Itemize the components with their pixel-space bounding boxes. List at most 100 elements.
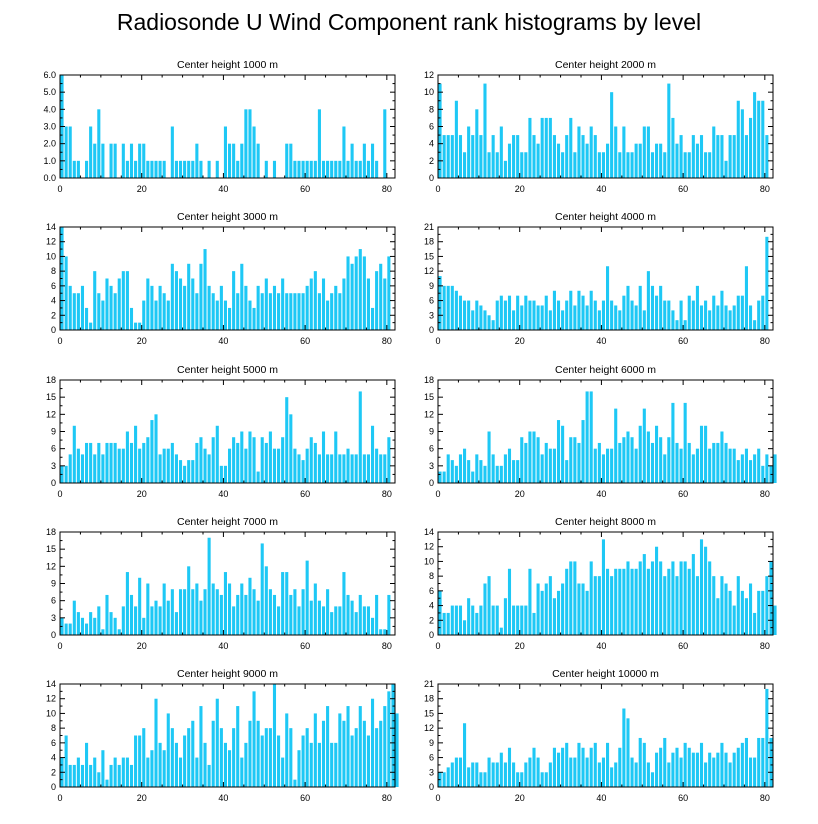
panel-title: Center height 6000 m xyxy=(555,364,656,376)
x-tick-label: 40 xyxy=(218,641,228,651)
bar xyxy=(334,431,338,483)
bar xyxy=(330,293,334,330)
bar xyxy=(569,757,573,787)
bar xyxy=(326,160,330,178)
bar xyxy=(125,572,129,635)
bar xyxy=(475,109,479,178)
bar xyxy=(683,742,687,787)
bar xyxy=(277,448,281,483)
bar xyxy=(85,307,89,330)
x-tick-label: 20 xyxy=(137,184,147,194)
bar xyxy=(101,750,105,787)
bar xyxy=(260,293,264,330)
bar xyxy=(765,576,769,635)
bar xyxy=(154,300,158,330)
bar xyxy=(366,606,370,635)
bar xyxy=(610,767,614,787)
y-tick-label: 14 xyxy=(424,527,434,537)
bar xyxy=(679,561,683,635)
x-tick-label: 0 xyxy=(57,184,62,194)
bar xyxy=(321,720,326,787)
bar xyxy=(556,752,561,787)
bar xyxy=(499,295,503,330)
bar xyxy=(170,263,174,330)
bar xyxy=(646,431,650,483)
bar xyxy=(330,160,334,178)
bar xyxy=(748,305,753,330)
bar xyxy=(753,454,757,483)
y-tick-label: 21 xyxy=(424,679,434,689)
bar xyxy=(479,605,483,635)
panel-8: Center height 8000 m 0 20 40 60 80 0 2 4 6 8 10 12 14 xyxy=(424,516,777,651)
bar xyxy=(732,135,736,178)
bar xyxy=(97,606,101,635)
bar xyxy=(458,605,463,635)
bar xyxy=(532,135,536,178)
bar xyxy=(642,742,646,787)
bar xyxy=(162,293,166,330)
bar xyxy=(183,589,187,635)
bar xyxy=(93,617,97,635)
bar xyxy=(704,762,708,787)
bar xyxy=(450,135,454,178)
bar xyxy=(138,735,142,787)
bar xyxy=(121,448,125,483)
bar xyxy=(536,583,540,635)
bar xyxy=(338,713,342,787)
bar xyxy=(366,160,370,178)
y-tick-label: 6 xyxy=(429,753,434,763)
y-tick-label: 15 xyxy=(424,251,434,261)
bar xyxy=(597,442,601,483)
bar xyxy=(720,742,724,787)
bar xyxy=(317,109,321,178)
bar xyxy=(573,305,577,330)
bar xyxy=(109,143,113,178)
bar xyxy=(285,397,289,483)
bar xyxy=(248,431,252,483)
bar xyxy=(626,561,630,635)
bar xyxy=(565,742,569,787)
bar xyxy=(97,109,101,178)
bar xyxy=(556,590,561,635)
bar xyxy=(573,152,577,178)
bar xyxy=(113,617,117,635)
bar xyxy=(93,271,97,330)
y-tick-label: 2 xyxy=(51,310,56,320)
x-tick-label: 60 xyxy=(300,641,310,651)
bar xyxy=(532,300,536,330)
bar xyxy=(601,454,605,483)
y-tick-label: 2 xyxy=(51,767,56,777)
bar xyxy=(442,612,446,635)
bar xyxy=(471,135,475,178)
bar xyxy=(520,772,524,787)
bar xyxy=(174,454,178,483)
bar xyxy=(614,408,618,483)
bar xyxy=(113,757,117,787)
bar xyxy=(736,295,740,330)
bar xyxy=(383,454,387,483)
bar xyxy=(581,420,585,483)
bar xyxy=(601,300,605,330)
bar xyxy=(606,143,610,178)
bar xyxy=(297,606,301,635)
bar xyxy=(671,561,675,635)
bar xyxy=(675,442,679,483)
x-tick-label: 20 xyxy=(137,489,147,499)
bar xyxy=(252,307,256,330)
bar xyxy=(732,305,736,330)
bar xyxy=(679,448,683,483)
bar xyxy=(281,757,285,787)
y-tick-label: 14 xyxy=(46,679,56,689)
bar xyxy=(154,414,158,483)
bar xyxy=(536,757,540,787)
bar xyxy=(610,448,614,483)
bar xyxy=(358,249,362,330)
bar xyxy=(581,747,585,787)
bar xyxy=(178,757,183,787)
bar xyxy=(125,757,129,787)
bar xyxy=(671,402,675,483)
bar xyxy=(458,757,463,787)
bar xyxy=(675,576,679,635)
y-tick-label: 6 xyxy=(429,444,434,454)
bar xyxy=(362,143,366,178)
